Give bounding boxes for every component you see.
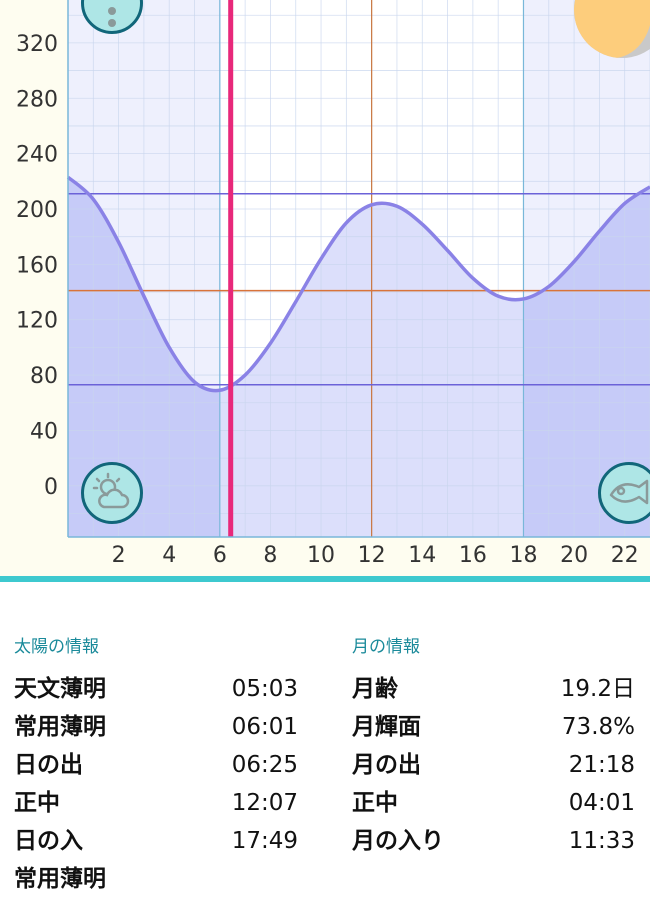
info-value: 17:49: [231, 828, 298, 854]
x-tick-label: 22: [611, 543, 639, 568]
info-label: 正中: [14, 790, 60, 816]
info-value: 12:07: [231, 790, 298, 816]
info-value: 73.8%: [561, 714, 635, 740]
menu-dots-icon: [108, 7, 116, 27]
x-tick-label: 12: [358, 543, 386, 568]
y-tick-label: 240: [16, 143, 58, 168]
moon-info-row: 月の入り 11:33: [352, 822, 635, 860]
info-label: 月輝面: [352, 714, 421, 740]
info-label: 天文薄明: [14, 676, 106, 702]
tide-chart-svg: 0 40 80 120 160 200 240 280 320 2 4 6 8 10 12 14 16 18 20 2…: [16, 0, 650, 568]
x-tick-label: 14: [408, 543, 436, 568]
moon-info-row: 月輝面 73.8%: [352, 708, 635, 746]
info-label: 正中: [352, 790, 398, 816]
tide-curve: [66, 175, 650, 393]
sun-info-panel: 太陽の情報 天文薄明 05:03 常用薄明 06:01 日の出 06:25 正中 12:07 日…: [14, 634, 298, 898]
moon-info-row: 月齢 19.2日: [352, 670, 635, 708]
y-tick-label: 200: [16, 198, 58, 223]
section-divider: [0, 576, 650, 582]
info-label: 日の出: [14, 752, 83, 778]
info-label: 日の入: [14, 828, 83, 854]
info-value: 21:18: [568, 752, 635, 778]
y-tick-label: 160: [16, 253, 58, 278]
y-tick-label: 120: [16, 309, 58, 334]
x-tick-label: 20: [560, 543, 588, 568]
y-tick-label: 40: [30, 419, 58, 444]
info-label: 月の入り: [352, 828, 444, 854]
info-value: 06:01: [231, 714, 298, 740]
info-label: 月齢: [352, 676, 398, 702]
info-value: 04:01: [568, 790, 635, 816]
moon-info-panel: 月の情報 月齢 19.2日月輝面 73.8% 月の出 21:18 正中 04:01 月の入り 1…: [352, 634, 635, 860]
tide-chart: 0 40 80 120 160 200 240 280 320 2 4 6 8 10 12 14 16 18 20 2…: [0, 0, 650, 578]
sun-info-heading: 太陽の情報: [14, 637, 99, 657]
info-label: 常用薄明: [14, 714, 106, 740]
x-tick-label: 8: [263, 543, 277, 568]
y-tick-label: 280: [16, 87, 58, 112]
info-value: 11:33: [568, 828, 635, 854]
info-label: 常用薄明: [14, 866, 106, 892]
moon-info-row: 正中 04:01: [352, 784, 635, 822]
x-tick-label: 2: [112, 543, 126, 568]
sun-info-row: 天文薄明 05:03: [14, 670, 298, 708]
y-tick-label: 320: [16, 32, 58, 57]
x-tick-label: 18: [509, 543, 537, 568]
sun-info-row: 常用薄明 06:01: [14, 708, 298, 746]
info-label: 月の出: [352, 752, 421, 778]
moon-phase-icon[interactable]: [574, 0, 650, 58]
fishing-button[interactable]: [598, 462, 650, 524]
weather-button[interactable]: [81, 462, 143, 524]
y-tick-label: 0: [44, 475, 58, 500]
moon-info-heading: 月の情報: [352, 637, 420, 657]
fish-icon: [609, 479, 649, 505]
moon-info-row: 月の出 21:18: [352, 746, 635, 784]
info-value: 06:25: [231, 752, 298, 778]
sun-info-row: 正中 12:07: [14, 784, 298, 822]
y-tick-label: 80: [30, 364, 58, 389]
info-value: 05:03: [231, 676, 298, 702]
x-tick-label: 6: [213, 543, 227, 568]
sun-info-row: 日の入 17:49: [14, 822, 298, 860]
x-tick-label: 4: [162, 543, 176, 568]
sun-info-row: 日の出 06:25: [14, 746, 298, 784]
weather-icon: [92, 472, 130, 509]
info-value: 19.2日: [560, 676, 635, 702]
sun-info-row: 常用薄明: [14, 860, 298, 898]
x-tick-label: 16: [459, 543, 487, 568]
x-tick-label: 10: [307, 543, 335, 568]
